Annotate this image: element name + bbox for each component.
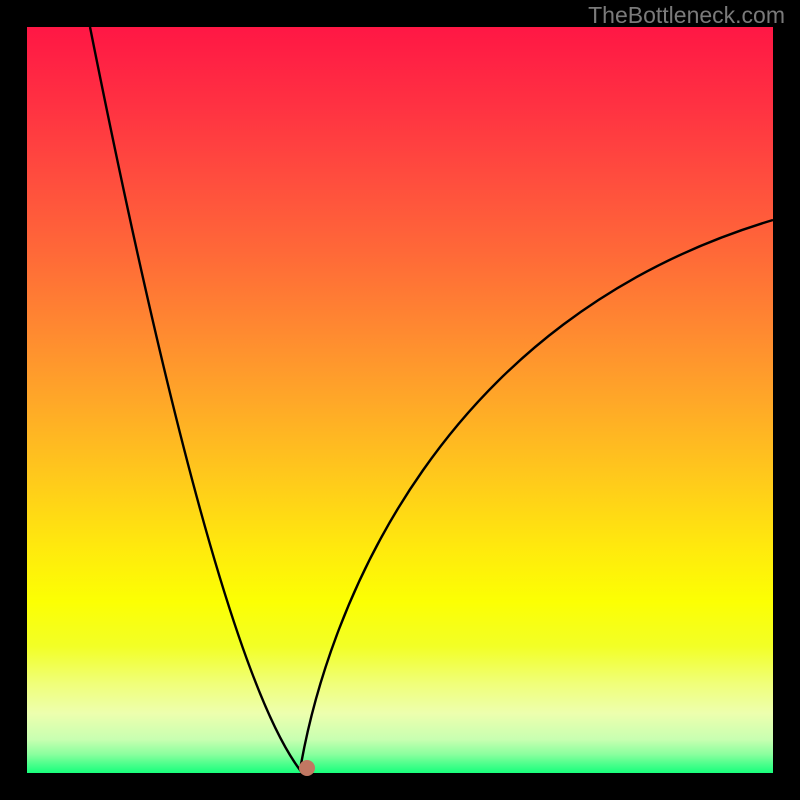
chart-container: TheBottleneck.com bbox=[0, 0, 800, 800]
trough-marker bbox=[299, 760, 315, 776]
watermark-text: TheBottleneck.com bbox=[588, 2, 785, 29]
bottleneck-curve bbox=[90, 27, 773, 770]
bottleneck-curve-layer bbox=[0, 0, 800, 800]
